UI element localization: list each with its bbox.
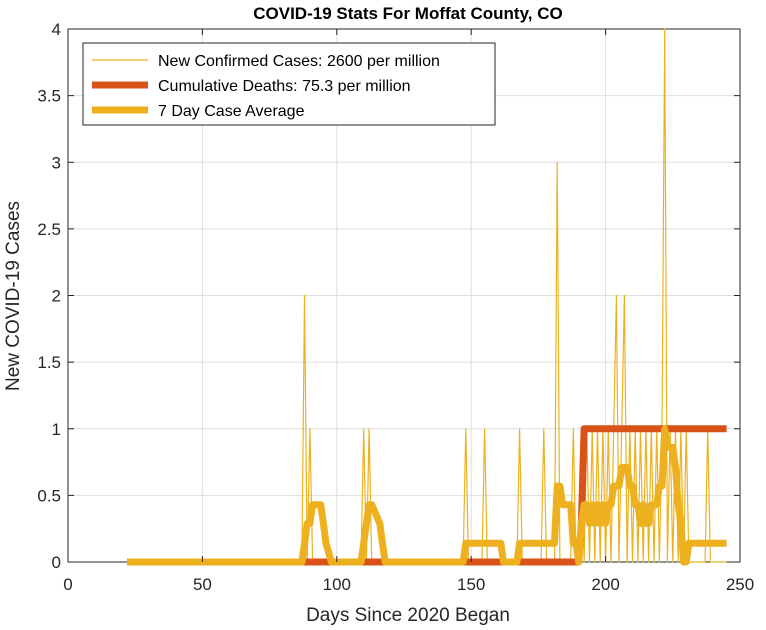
y-tick-label: 3 xyxy=(52,153,61,172)
x-tick-label: 250 xyxy=(726,575,754,594)
x-tick-label: 100 xyxy=(323,575,351,594)
y-tick-label: 3.5 xyxy=(37,87,61,106)
legend-label-cumulative-deaths: Cumulative Deaths: 75.3 per million xyxy=(158,78,411,95)
y-tick-label: 2.5 xyxy=(37,220,61,239)
y-tick-label: 0.5 xyxy=(37,486,61,505)
y-tick-label: 0 xyxy=(52,553,61,572)
x-tick-label: 0 xyxy=(63,575,72,594)
y-tick-label: 2 xyxy=(52,287,61,306)
legend: New Confirmed Cases: 2600 per million Cu… xyxy=(82,42,496,126)
x-tick-label: 50 xyxy=(193,575,212,594)
legend-label-new-cases: New Confirmed Cases: 2600 per million xyxy=(158,53,440,70)
legend-label-7-day-average: 7 Day Case Average xyxy=(158,103,305,120)
chart-title: COVID-19 Stats For Moffat County, CO xyxy=(253,4,562,23)
y-tick-label: 1 xyxy=(52,420,61,439)
x-tick-label: 150 xyxy=(457,575,485,594)
tick-labels: 0 50 100 150 200 250 0 0.5 1 1.5 2 2.5 3 3.5 4 xyxy=(37,20,754,594)
seven-day-average-line xyxy=(127,425,727,566)
series-layer xyxy=(127,28,727,566)
new-cases-line xyxy=(127,28,727,563)
y-axis-label: New COVID-19 Cases xyxy=(3,201,24,391)
legend-box xyxy=(82,42,496,126)
y-tick-label: 4 xyxy=(52,20,61,39)
x-tick-label: 200 xyxy=(591,575,619,594)
x-axis-label: Days Since 2020 Began xyxy=(306,605,510,626)
y-tick-label: 1.5 xyxy=(37,353,61,372)
